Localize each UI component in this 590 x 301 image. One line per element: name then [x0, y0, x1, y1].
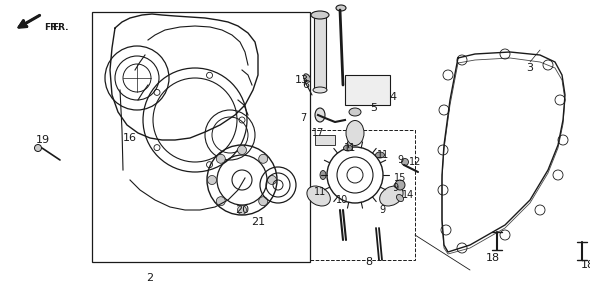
- Ellipse shape: [315, 108, 325, 122]
- Text: 18: 18: [486, 253, 500, 263]
- Text: 2: 2: [146, 273, 153, 283]
- Text: 19: 19: [36, 135, 50, 145]
- Text: 6: 6: [303, 80, 310, 90]
- Ellipse shape: [343, 145, 352, 151]
- Text: 15: 15: [394, 173, 406, 183]
- Ellipse shape: [336, 5, 346, 11]
- Ellipse shape: [346, 120, 364, 145]
- Text: 9: 9: [379, 205, 385, 215]
- Circle shape: [217, 154, 225, 163]
- Text: 18: 18: [581, 260, 590, 270]
- Ellipse shape: [307, 186, 330, 206]
- Ellipse shape: [313, 87, 327, 93]
- Text: 13: 13: [295, 75, 309, 85]
- Text: 17: 17: [312, 128, 324, 138]
- Text: 12: 12: [409, 157, 421, 167]
- Circle shape: [258, 154, 268, 163]
- Text: FR.: FR.: [44, 23, 60, 32]
- Text: 9: 9: [392, 183, 398, 193]
- Bar: [345, 75, 390, 105]
- Ellipse shape: [34, 144, 41, 151]
- Ellipse shape: [311, 11, 329, 19]
- Ellipse shape: [375, 152, 385, 158]
- Text: 11: 11: [314, 187, 326, 197]
- Text: 10: 10: [336, 195, 348, 205]
- Bar: [310, 130, 415, 260]
- Text: 16: 16: [123, 133, 137, 143]
- Bar: [92, 12, 310, 262]
- Text: 5: 5: [371, 103, 378, 113]
- Text: 3: 3: [526, 63, 533, 73]
- Circle shape: [238, 206, 247, 215]
- Circle shape: [208, 175, 217, 185]
- Text: 14: 14: [402, 190, 414, 200]
- Bar: [315, 135, 335, 145]
- Circle shape: [238, 145, 247, 154]
- Text: 7: 7: [300, 113, 306, 123]
- Ellipse shape: [320, 170, 326, 179]
- Text: 20: 20: [235, 205, 249, 215]
- Bar: [314, 15, 326, 90]
- Text: 9: 9: [397, 155, 403, 165]
- Text: FR.: FR.: [52, 23, 68, 33]
- Text: 11: 11: [344, 143, 356, 153]
- Circle shape: [217, 197, 225, 206]
- Text: 21: 21: [251, 217, 265, 227]
- Text: 4: 4: [389, 92, 396, 102]
- Ellipse shape: [402, 159, 408, 166]
- Text: 11: 11: [377, 150, 389, 160]
- Ellipse shape: [349, 108, 361, 116]
- Circle shape: [258, 197, 268, 206]
- Ellipse shape: [396, 194, 404, 202]
- Circle shape: [395, 180, 405, 190]
- Circle shape: [267, 175, 277, 185]
- Text: 8: 8: [365, 257, 372, 267]
- Ellipse shape: [379, 186, 403, 206]
- Ellipse shape: [304, 74, 310, 82]
